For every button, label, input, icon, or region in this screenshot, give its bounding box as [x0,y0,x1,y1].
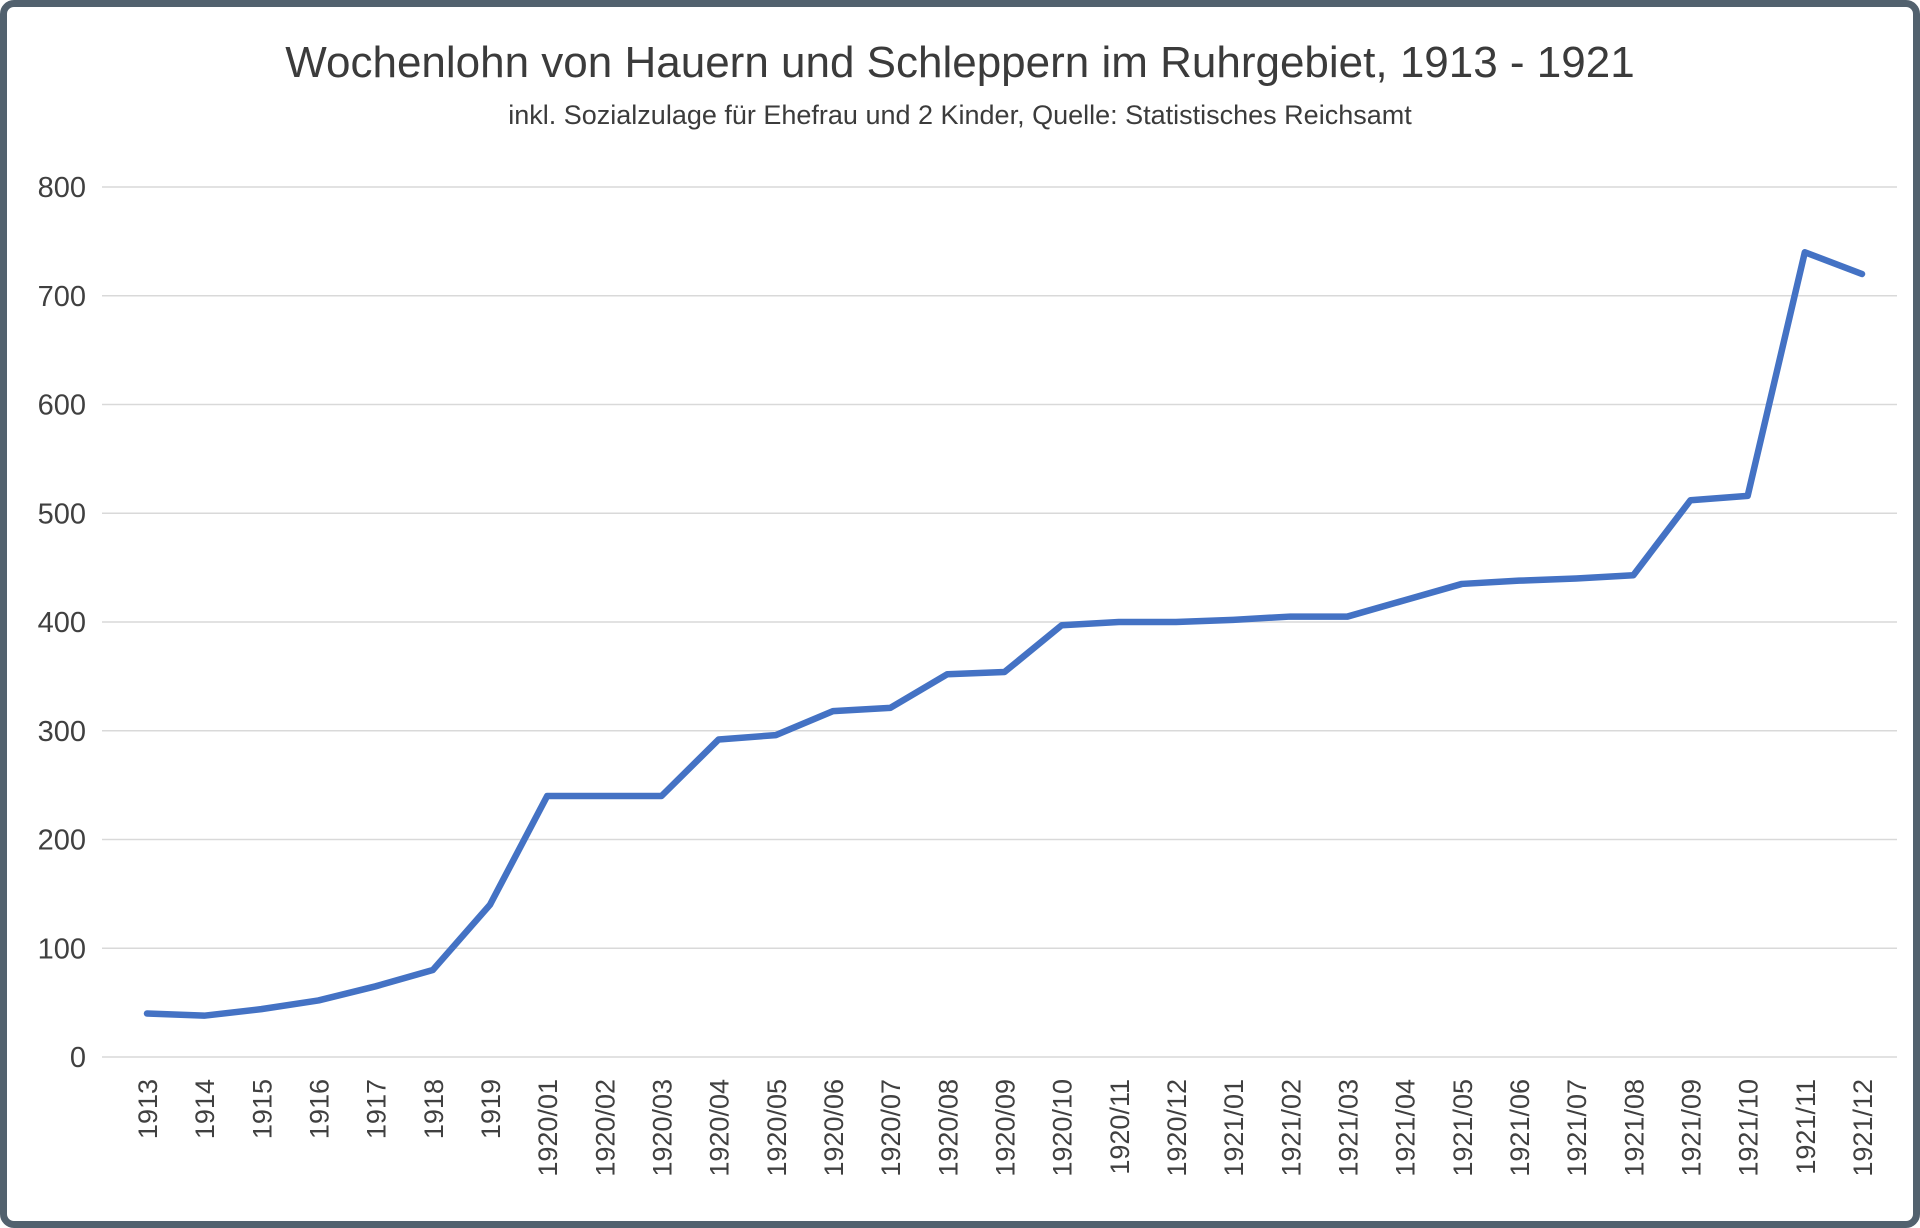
x-tick-label: 1921/01 [1219,1079,1249,1177]
x-tick-label: 1921/06 [1505,1079,1535,1177]
y-tick-label: 500 [38,498,86,530]
x-tick-label: 1920/10 [1048,1079,1078,1177]
x-tick-label: 1921/02 [1276,1079,1306,1177]
y-tick-label: 800 [38,172,86,204]
x-tick-label: 1916 [305,1079,335,1139]
y-tick-label: 300 [38,716,86,748]
x-tick-label: 1920/02 [590,1079,620,1177]
y-tick-label: 200 [38,825,86,857]
x-tick-label: 1920/08 [933,1079,963,1177]
y-tick-label: 600 [38,390,86,422]
x-tick-label: 1920/12 [1162,1079,1192,1177]
y-tick-label: 700 [38,281,86,313]
x-tick-label: 1920/01 [533,1079,563,1177]
y-tick-label: 100 [38,933,86,965]
x-tick-label: 1921/11 [1791,1079,1821,1175]
x-tick-label: 1921/04 [1391,1079,1421,1177]
x-tick-label: 1920/07 [876,1079,906,1177]
x-tick-label: 1915 [247,1079,277,1139]
x-tick-label: 1921/08 [1619,1079,1649,1177]
x-tick-label: 1920/04 [705,1079,735,1177]
x-tick-label: 1921/12 [1848,1079,1878,1177]
x-tick-label: 1921/07 [1562,1079,1592,1177]
x-tick-label: 1921/10 [1734,1079,1764,1177]
wage-line [143,249,1866,1019]
y-tick-label: 400 [38,607,86,639]
x-tick-label: 1920/05 [762,1079,792,1177]
chart-title: Wochenlohn von Hauern und Schleppern im … [285,38,1635,87]
x-tick-label: 1917 [362,1079,392,1139]
x-tick-label: 1914 [190,1079,220,1139]
x-tick-label: 1921/03 [1334,1079,1364,1177]
x-tick-label: 1921/05 [1448,1079,1478,1177]
chart-subtitle: inkl. Sozialzulage für Ehefrau und 2 Kin… [508,100,1412,130]
x-tick-label: 1921/09 [1677,1079,1707,1177]
y-tick-label: 0 [70,1042,86,1074]
x-tick-label: 1920/03 [648,1079,678,1177]
x-tick-label: 1920/09 [991,1079,1021,1177]
plot-area: 0 100 200 300 400 500 600 700 800 1913 1914 1915 191… [38,172,1897,1177]
x-tick-label: 1918 [419,1079,449,1139]
x-tick-label: 1920/11 [1105,1079,1135,1175]
x-tick-label: 1913 [133,1079,163,1139]
x-tick-label: 1919 [476,1079,506,1139]
x-tick-label: 1920/06 [819,1079,849,1177]
